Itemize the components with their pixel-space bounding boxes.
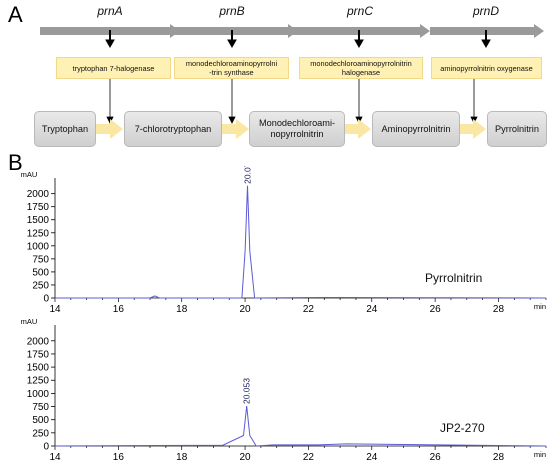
x-tick-label: 28 [493,304,505,314]
x-tick-label: 14 [49,304,61,314]
gene-label-prnd: prnD [472,4,499,18]
gene-label-prna: prnA [97,4,123,18]
pathway-connectors [95,30,491,139]
x-tick-label: 24 [366,304,378,314]
y-tick-label: 1750 [27,202,50,213]
y-axis-label: mAU [21,317,38,326]
y-tick-label: 750 [32,254,49,265]
y-tick-label: 2000 [27,336,50,347]
y-tick-label: 0 [43,442,49,453]
enzyme-box-prnb: monodechloroaminopyrrolni -trin synthase [174,57,289,79]
y-tick-label: 0 [43,294,49,305]
compound-pyrrolnitrin: Pyrrolnitrin [487,111,547,147]
y-tick-label: 2000 [27,189,50,200]
y-tick-label: 1250 [27,228,50,239]
x-tick-label: 16 [113,452,125,463]
chromatogram-pyrrolnitrin: 0 250 500 750 1000 1250 1500 1750 2000 mAU 14 16 18 2… [21,166,547,314]
y-tick-label: 500 [32,267,49,278]
y-tick-label: 750 [32,402,49,413]
x-tick-label: 24 [366,452,378,463]
y-tick-label: 1500 [27,363,50,374]
x-tick-label: 26 [430,304,442,314]
panel-b-label: B [8,150,23,175]
trace-line [55,185,547,299]
y-tick-label: 1250 [27,376,50,387]
x-tick-label: 20 [240,452,252,463]
y-tick-label: 1000 [27,389,50,400]
compound-7-chlorotryptophan: 7-chlorotryptophan [124,111,222,147]
x-axis-label: min [534,450,546,459]
chromatogram-jp2-270: 0 250 500 750 1000 1250 1500 1750 2000 mAU 14 16 18 2… [21,317,547,463]
gene-label-prnc: prnC [346,4,373,18]
x-tick-label: 18 [176,304,188,314]
x-tick-label: 26 [430,452,442,463]
x-tick-label: 18 [176,452,188,463]
trace-label-pyrrolnitrin: Pyrrolnitrin [425,271,483,285]
trace-label-jp2-270: JP2-270 [440,421,485,435]
y-axis-label: mAU [21,170,38,179]
enzyme-box-prnd: aminopyrrolnitrin oxygenase [431,57,542,79]
enzyme-box-prna: tryptophan 7-halogenase [56,57,171,79]
gene-to-enzyme-arrows [105,30,491,49]
x-tick-label: 16 [113,304,125,314]
y-tick-label: 1500 [27,215,50,226]
peak-label: 20.053 [242,378,252,404]
compound-tryptophan: Tryptophan [34,111,96,147]
gene-arrow-prnb [172,24,298,38]
x-axis-label: min [534,302,546,311]
gene-label-prnb: prnB [219,4,245,18]
y-tick-label: 250 [32,280,49,291]
panel-a-label: A [8,2,23,27]
y-tick-label: 1750 [27,349,50,360]
x-tick-label: 20 [240,304,252,314]
compound-aminopyrrolnitrin: Aminopyrrolnitrin [372,111,460,147]
trace-line [54,405,547,447]
y-tick-label: 250 [32,428,49,439]
x-tick-label: 22 [303,452,315,463]
reaction-arrows [95,119,486,139]
x-tick-label: 14 [49,452,61,463]
peak-label: 20.077 [243,166,253,184]
enzyme-box-prnc: monodechloroaminopyrrolnitrin halogenase [299,57,423,79]
x-tick-label: 28 [493,452,505,463]
x-tick-label: 22 [303,304,315,314]
compound-monodechloroaminopyrrolnitrin: Monodechloroami- nopyrrolnitrin [249,111,345,147]
y-tick-label: 1000 [27,241,50,252]
y-tick-label: 500 [32,415,49,426]
